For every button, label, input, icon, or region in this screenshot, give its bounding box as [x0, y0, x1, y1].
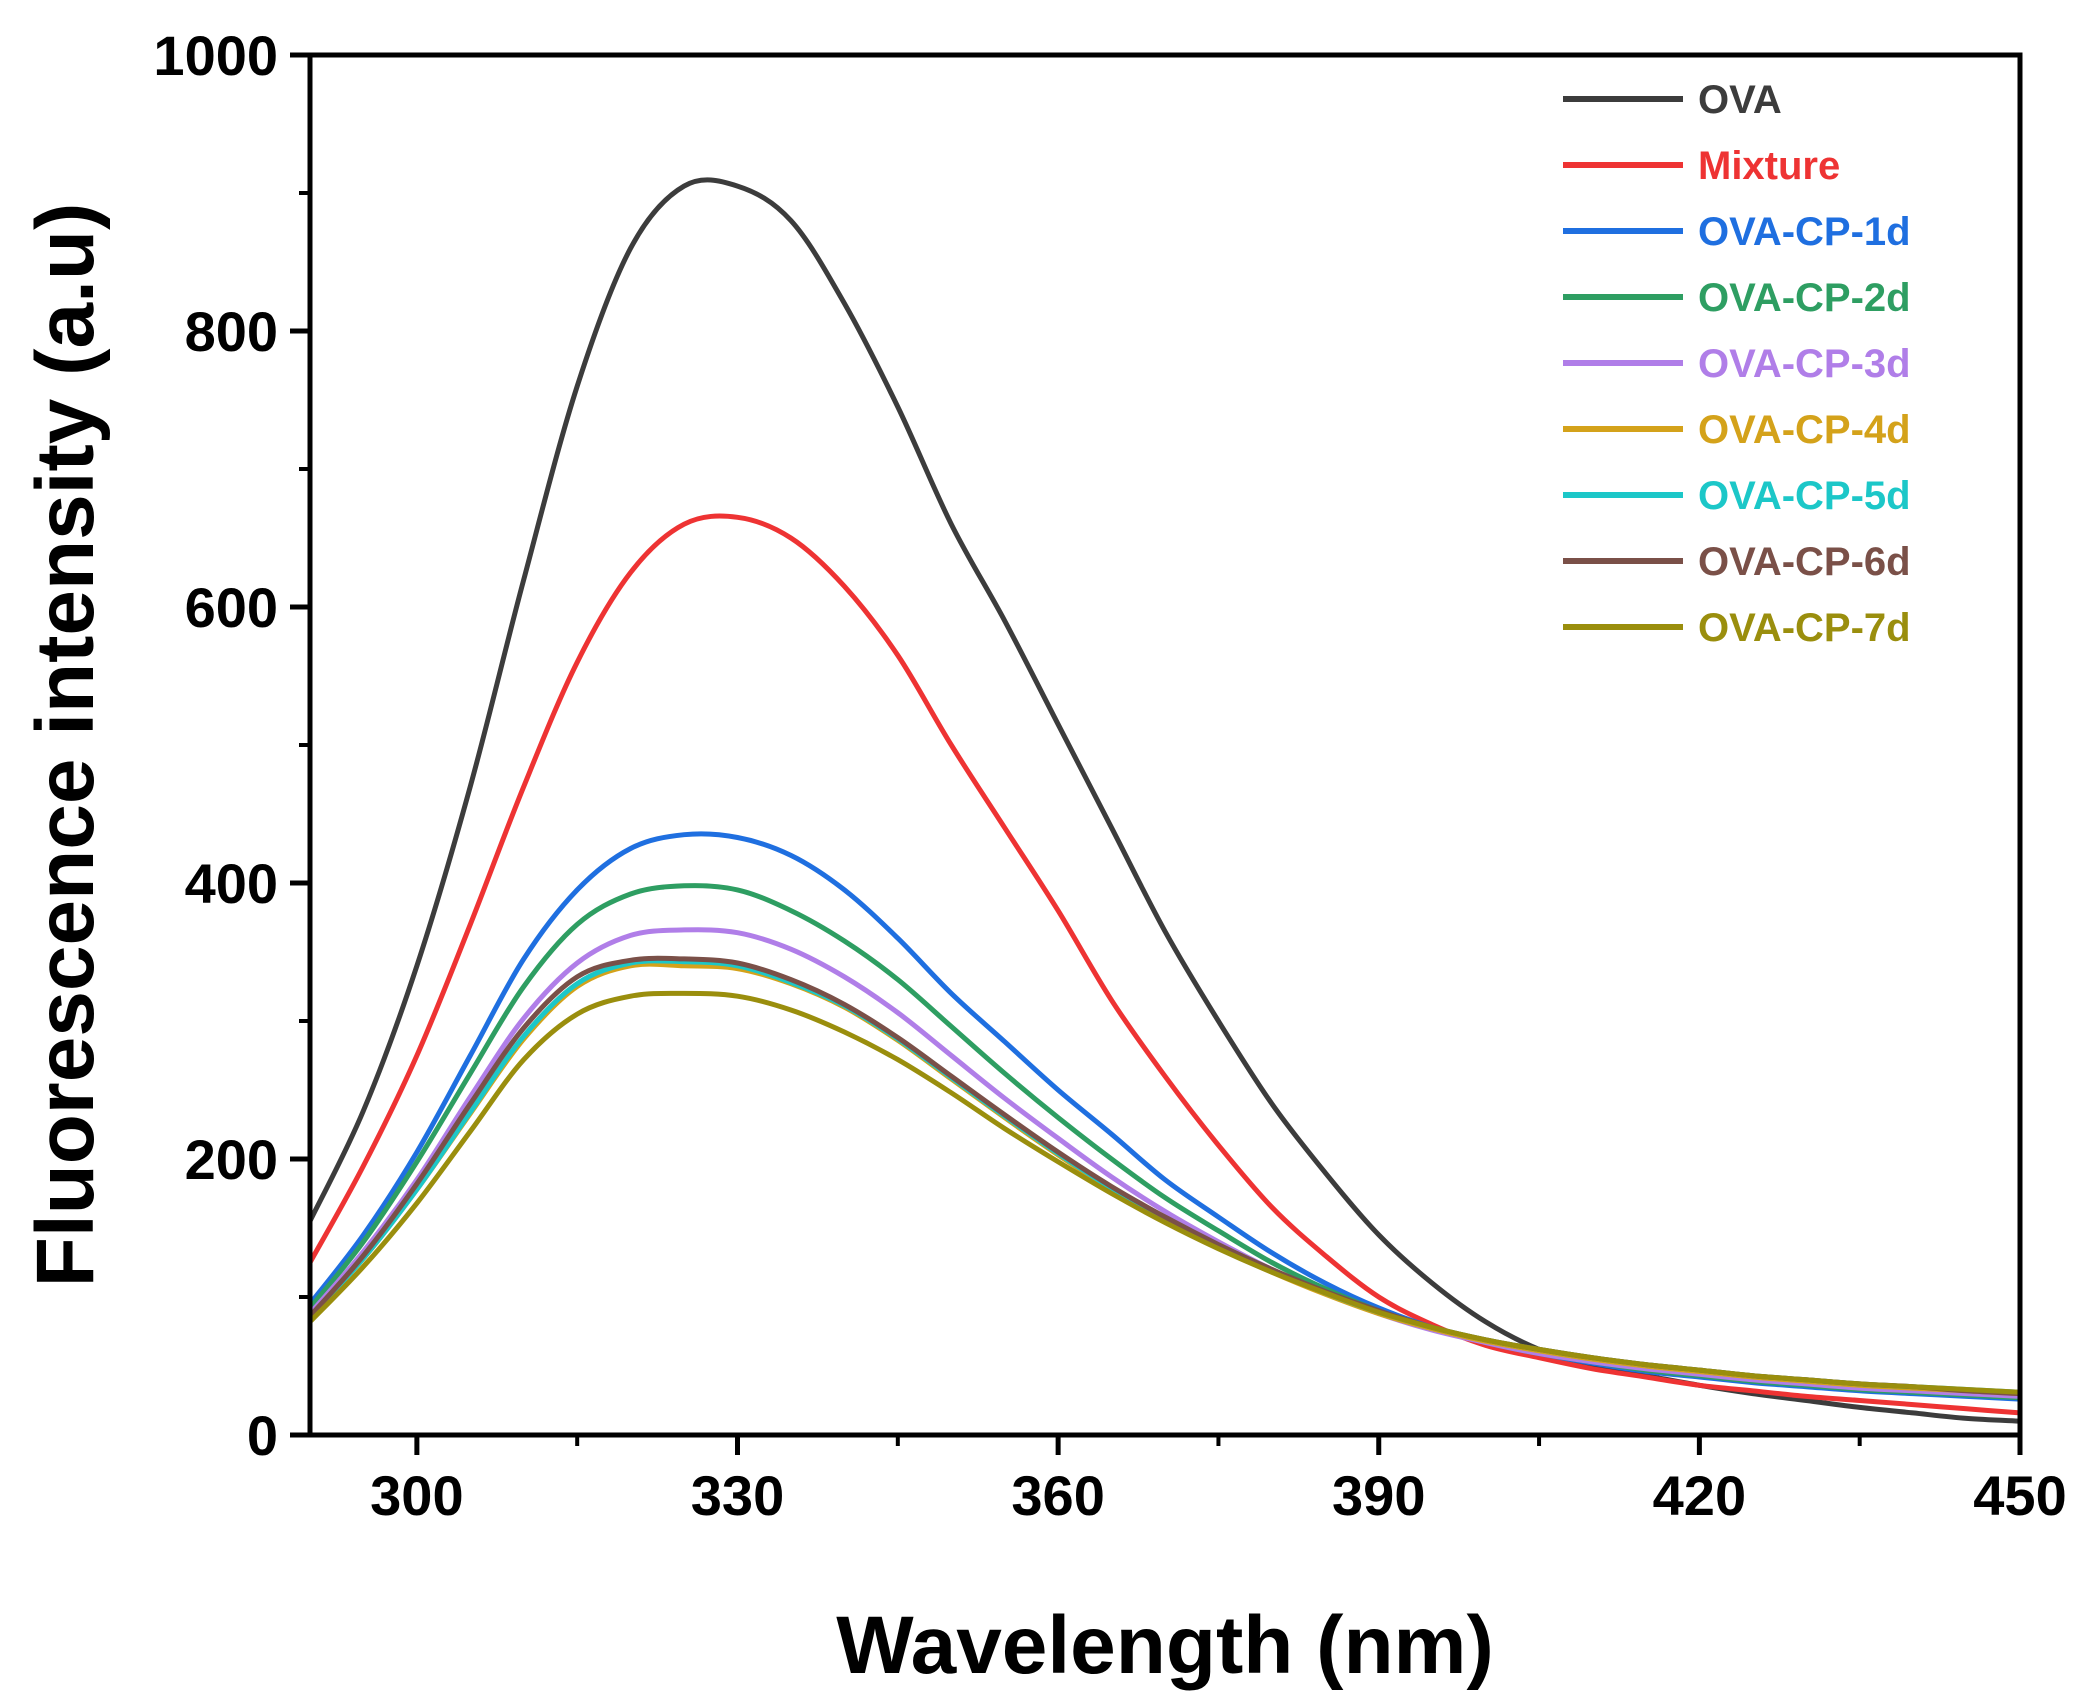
x-tick-label-0: 300: [370, 1464, 463, 1527]
legend-label-7: OVA-CP-6d: [1698, 540, 1911, 584]
plot-frame: [307, 52, 2023, 1438]
ticks-layer: [290, 52, 2023, 1455]
tick-labels-layer: 300 330 360 390 420 450 0 200 400 600 800 1000: [153, 24, 2066, 1527]
y-tick-label-0: 0: [247, 1404, 278, 1467]
legend-label-2: OVA-CP-1d: [1698, 210, 1911, 254]
series-line-4: [308, 927, 2021, 1399]
y-tick-label-3: 600: [185, 576, 278, 639]
legend-label-1: Mixture: [1698, 144, 1840, 188]
legend-label-6: OVA-CP-5d: [1698, 474, 1911, 518]
series-layer: [307, 177, 2021, 1424]
series-line-3: [308, 883, 2021, 1401]
series-line-8: [308, 990, 2021, 1395]
y-tick-label-4: 800: [185, 300, 278, 363]
legend-label-3: OVA-CP-2d: [1698, 276, 1911, 320]
y-axis-title: Fluorescence intensity (a.u): [20, 203, 111, 1288]
legend-label-0: OVA: [1698, 78, 1782, 122]
y-tick-label-1: 200: [185, 1128, 278, 1191]
series-line-6: [308, 958, 2021, 1395]
x-tick-label-1: 330: [691, 1464, 784, 1527]
y-tick-label-2: 400: [185, 852, 278, 915]
series-line-1: [307, 513, 2021, 1416]
legend-label-8: OVA-CP-7d: [1698, 606, 1911, 650]
legend-label-5: OVA-CP-4d: [1698, 408, 1911, 452]
x-tick-label-4: 420: [1653, 1464, 1746, 1527]
y-tick-label-5: 1000: [153, 24, 278, 87]
x-axis-title: Wavelength (nm): [836, 1600, 1494, 1691]
x-tick-label-3: 390: [1332, 1464, 1425, 1527]
x-tick-label-5: 450: [1973, 1464, 2066, 1527]
legend-label-4: OVA-CP-3d: [1698, 342, 1911, 386]
x-tick-label-2: 360: [1011, 1464, 1104, 1527]
series-line-2: [308, 831, 2021, 1402]
legend: OVA Mixture OVA-CP-1d OVA-CP-2d OVA-CP-3d OVA…: [1563, 78, 1911, 650]
